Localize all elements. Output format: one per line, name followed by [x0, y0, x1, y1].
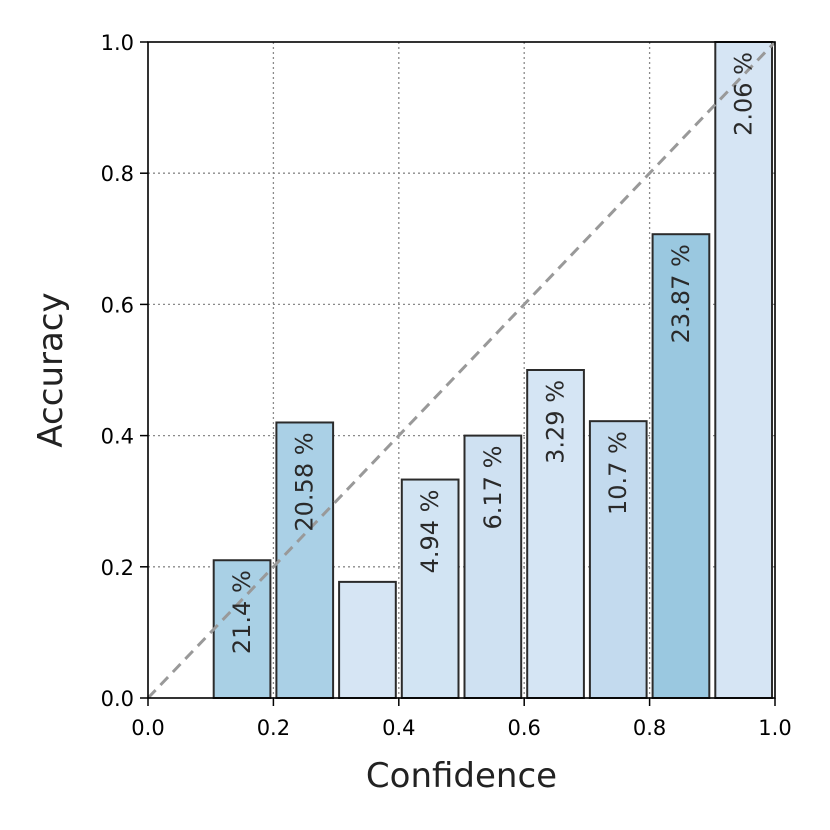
- bar-value-label: 3.29 %: [542, 380, 570, 464]
- bar-value-label: 23.87 %: [667, 244, 695, 343]
- bar-value-label: 21.4 %: [228, 570, 256, 654]
- plot-frame: [147, 41, 776, 699]
- bar: [275, 421, 335, 699]
- bar-value-label: 2.06 %: [730, 52, 758, 136]
- perfect-calibration-line: [146, 40, 777, 700]
- x-tick-label: 0.8: [633, 716, 666, 740]
- bar-labels: 21.4 % 20.58 % 4.94 % 6.17 % 3.29 % 10.7 % 23.…: [228, 52, 758, 654]
- y-tick-label: 0.4: [101, 425, 134, 449]
- x-tick-label: 0.0: [131, 716, 164, 740]
- bars: [212, 41, 773, 699]
- bar-value-label: 4.94 %: [416, 490, 444, 574]
- bar: [714, 41, 773, 699]
- y-tick-label: 1.0: [101, 31, 134, 55]
- bar: [463, 434, 523, 699]
- bar-value-label: 10.7 %: [604, 431, 632, 515]
- y-axis-label: Accuracy: [31, 292, 71, 447]
- x-axis-label: Confidence: [366, 756, 557, 796]
- x-tick-label: 0.2: [257, 716, 290, 740]
- x-tick-label: 1.0: [758, 716, 791, 740]
- bar: [651, 233, 711, 699]
- bar-value-label: 6.17 %: [479, 446, 507, 530]
- grid: [148, 42, 775, 698]
- y-tick-label: 0.8: [101, 162, 134, 186]
- y-tick-label: 0.2: [101, 556, 134, 580]
- bar-value-label: 20.58 %: [291, 432, 319, 531]
- y-axis-ticks: 0.0 0.2 0.4 0.6 0.8 1.0: [101, 31, 148, 711]
- y-tick-label: 0.0: [101, 687, 134, 711]
- bar: [338, 580, 397, 699]
- bar: [400, 478, 460, 699]
- bar: [588, 420, 648, 699]
- x-tick-label: 0.6: [507, 716, 540, 740]
- y-tick-label: 0.6: [101, 293, 134, 317]
- x-tick-label: 0.4: [382, 716, 415, 740]
- x-axis-ticks: 0.0 0.2 0.4 0.6 0.8 1.0: [131, 698, 792, 740]
